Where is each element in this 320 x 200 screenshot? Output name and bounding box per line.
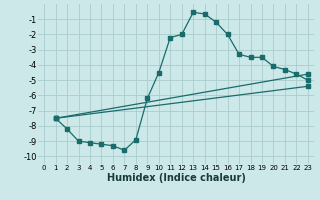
X-axis label: Humidex (Indice chaleur): Humidex (Indice chaleur) xyxy=(107,173,245,183)
